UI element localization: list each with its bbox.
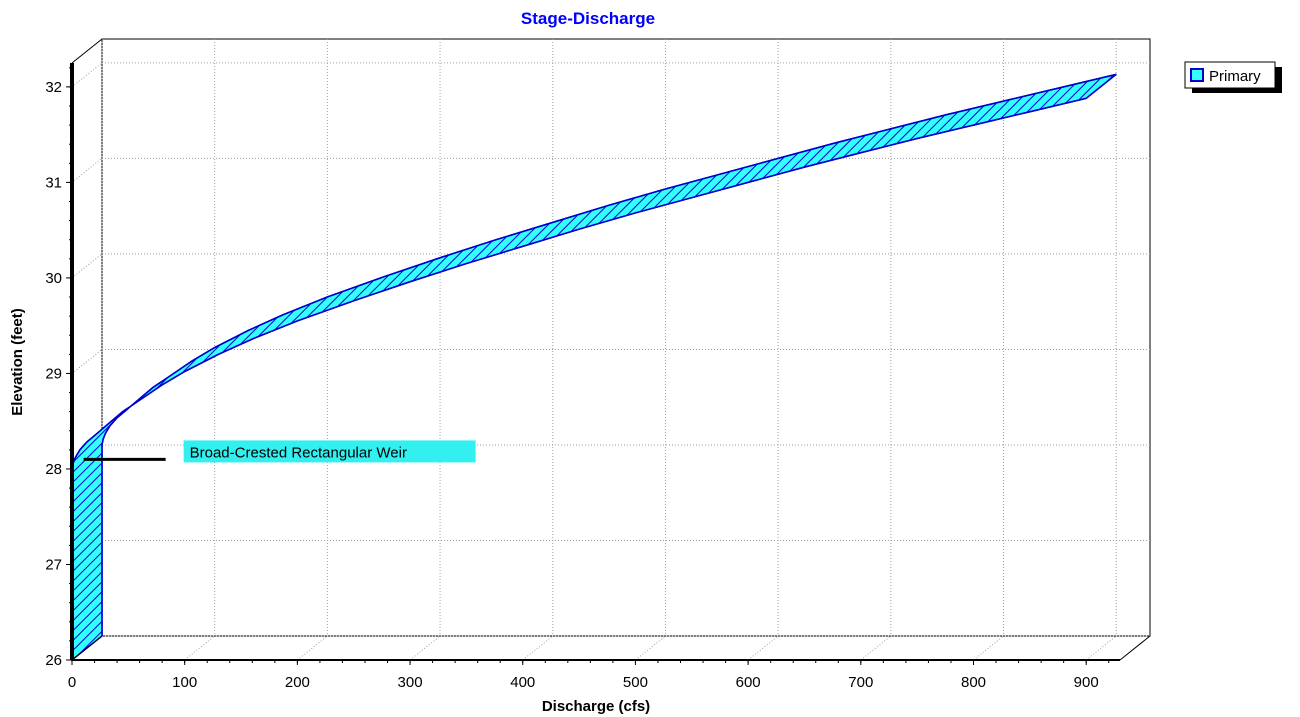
legend: Primary [1184, 61, 1282, 93]
grid-lines [71, 39, 1150, 661]
wall-grid-line [71, 62, 103, 88]
y-tick-label: 29 [45, 365, 62, 382]
x-tick-label: 600 [736, 674, 761, 691]
x-tick-label: 800 [961, 674, 986, 691]
y-tick-label: 30 [45, 270, 62, 287]
wall-grid-line [71, 158, 103, 183]
legend-entry-primary: Primary [1209, 68, 1261, 85]
y-axis-label: Elevation (feet) [9, 308, 26, 416]
floor-grid-line [1085, 635, 1117, 661]
chart-title: Stage-Discharge [521, 9, 655, 28]
x-tick-labels: 0 100 200 300 400 500 600 700 800 900 [68, 674, 1099, 691]
series-line-front [71, 97, 1087, 660]
x-tick-label: 0 [68, 674, 76, 691]
annotation-box [183, 440, 476, 463]
floor-grid-line [635, 635, 666, 661]
floor-grid-line [860, 635, 892, 661]
x-tick-label: 900 [1074, 674, 1099, 691]
wall-grid-line [71, 253, 103, 279]
frame-edge-top-left [71, 38, 103, 64]
floor-grid-line [973, 635, 1004, 661]
plot-frame [101, 38, 1151, 637]
floor-grid-line [522, 635, 554, 661]
series-primary [71, 73, 1117, 662]
y-tick-label: 28 [45, 461, 62, 478]
wall-grid-line [71, 349, 103, 374]
x-tick-label: 200 [285, 674, 310, 691]
x-tick-label: 700 [848, 674, 873, 691]
floor-grid-line [297, 635, 328, 661]
x-tick-label: 100 [172, 674, 197, 691]
x-axis-label: Discharge (cfs) [542, 698, 650, 715]
floor-grid-line [747, 635, 779, 661]
annotation-label: Broad-Crested Rectangular Weir [190, 444, 407, 461]
y-tick-label: 31 [45, 174, 62, 191]
x-tick-label: 500 [623, 674, 648, 691]
axes [66, 38, 1151, 665]
back-wall [101, 38, 1151, 637]
floor-grid-line [184, 635, 216, 661]
x-tick-label: 300 [398, 674, 423, 691]
series-line-back [101, 73, 1117, 636]
frame-edge-bottom-left [71, 635, 103, 661]
y-tick-label: 27 [45, 556, 62, 573]
y-tick-label: 26 [45, 652, 62, 669]
weir-annotation: Broad-Crested Rectangular Weir [83, 440, 476, 463]
legend-swatch-primary [1190, 68, 1204, 82]
frame-edge-bottom-right [1119, 635, 1151, 661]
series-end-edge [1085, 73, 1117, 99]
y-tick-labels: 26 27 28 29 30 31 32 [45, 79, 62, 669]
floor-grid-line [409, 635, 441, 661]
x-tick-label: 400 [510, 674, 535, 691]
y-tick-label: 32 [45, 79, 62, 96]
